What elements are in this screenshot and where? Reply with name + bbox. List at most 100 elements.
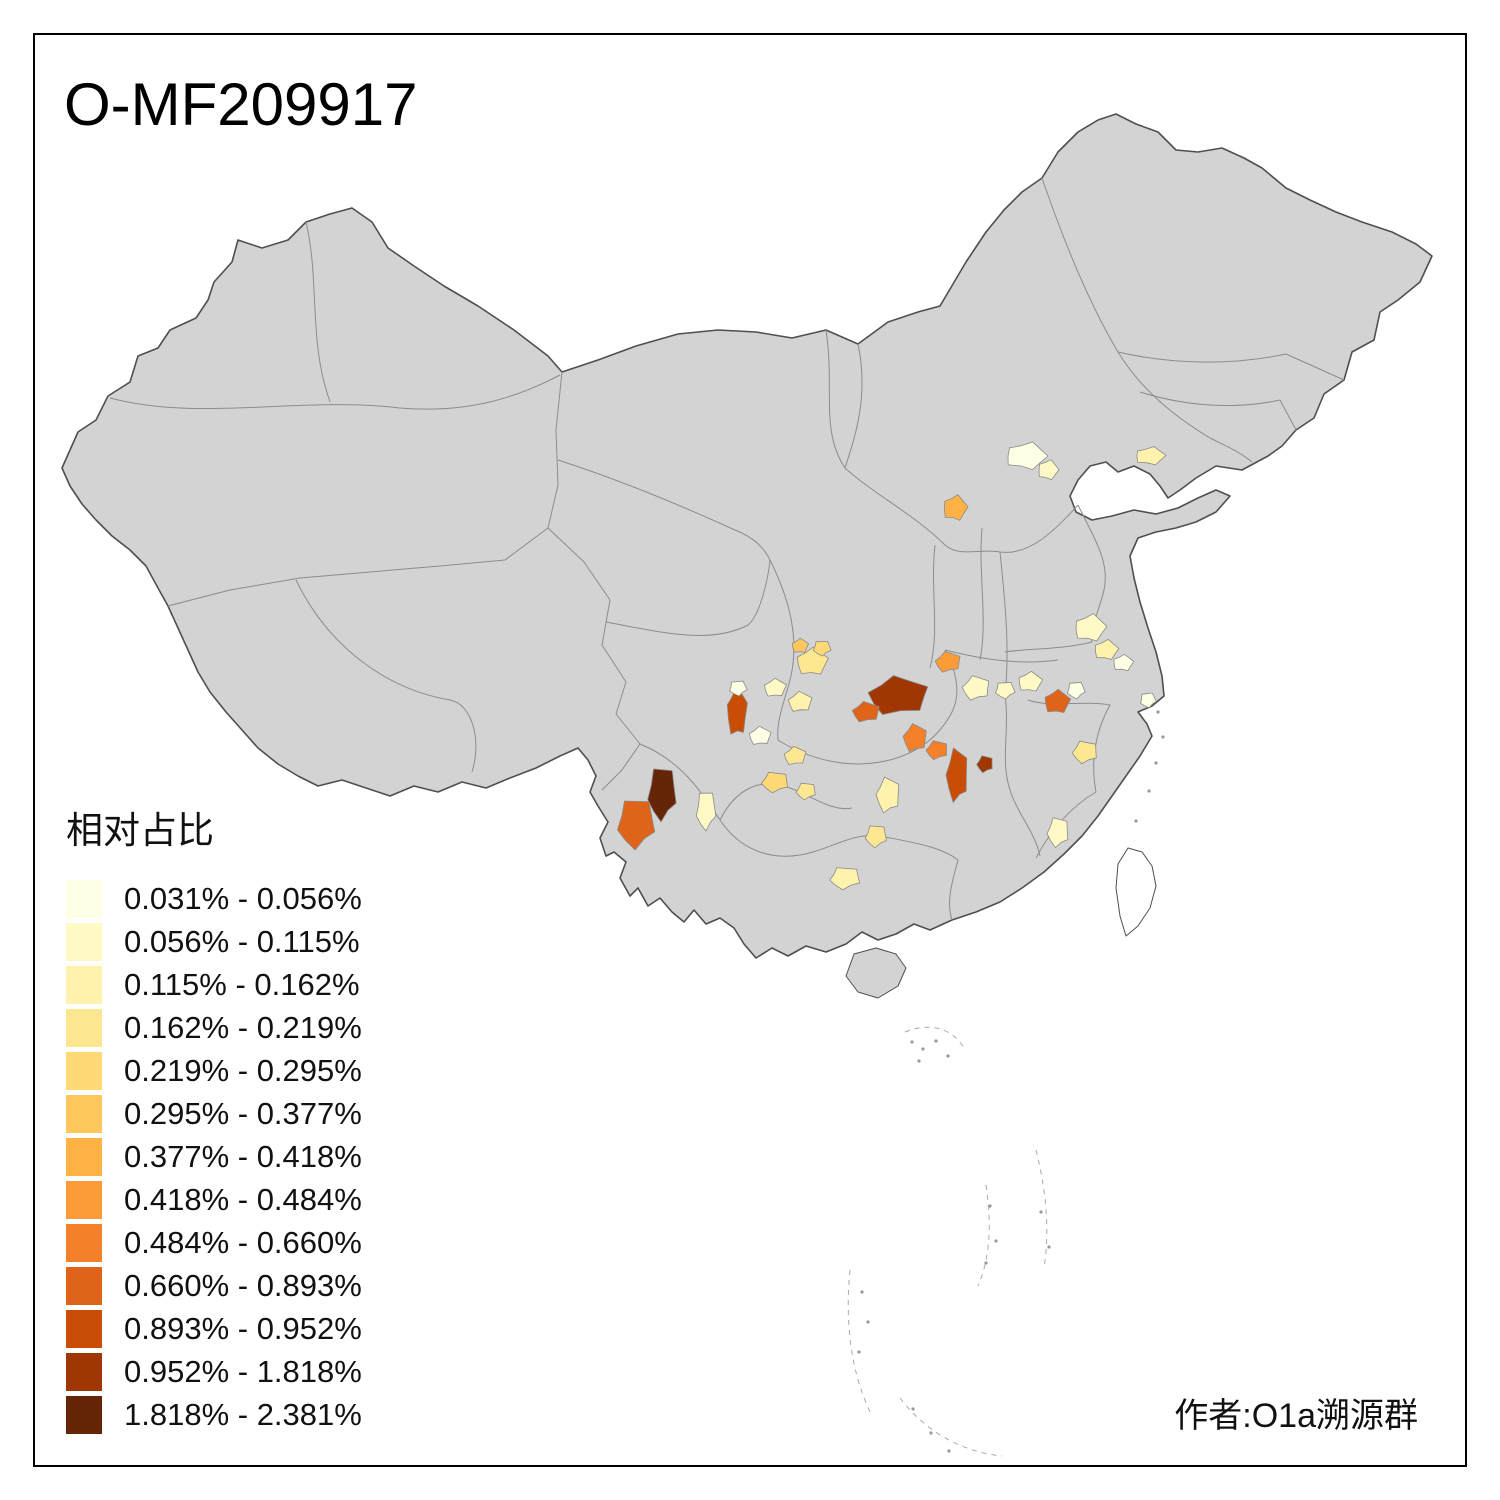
province-boundary	[825, 329, 1079, 553]
colored-region	[791, 637, 810, 653]
legend-swatch	[66, 966, 102, 1004]
province-boundary	[295, 579, 477, 773]
colored-region	[795, 782, 816, 801]
province-boundary	[167, 371, 563, 607]
legend-item: 0.484% - 0.660%	[66, 1224, 362, 1262]
legend-title: 相对占比	[66, 810, 214, 851]
small-island-dot	[984, 1261, 988, 1265]
legend-item: 0.418% - 0.484%	[66, 1181, 362, 1219]
colored-region	[812, 640, 832, 657]
legend-swatch	[66, 1181, 102, 1219]
colored-region	[647, 768, 677, 823]
province-boundary	[879, 835, 959, 921]
province-boundary	[1041, 177, 1253, 463]
colored-region	[1007, 441, 1049, 471]
legend-label: 1.818% - 2.381%	[124, 1397, 362, 1432]
province-boundary	[999, 551, 1008, 696]
small-island-dot	[921, 1047, 925, 1051]
province-boundary	[305, 221, 331, 403]
legend-label: 0.219% - 0.295%	[124, 1053, 362, 1088]
legend-item: 0.056% - 0.115%	[66, 923, 362, 961]
province-boundary	[844, 343, 863, 469]
legend-label: 0.952% - 1.818%	[124, 1354, 362, 1389]
legend-item: 0.162% - 0.219%	[66, 1009, 362, 1047]
legend-label: 0.031% - 0.056%	[124, 881, 362, 916]
province-boundary	[929, 544, 936, 669]
legend-swatch	[66, 1009, 102, 1047]
attribution: 作者:O1a溯源群	[1174, 1397, 1418, 1435]
legend-swatch	[66, 1310, 102, 1348]
colored-region	[1075, 613, 1108, 642]
small-island-dot	[947, 1449, 951, 1453]
colored-region	[934, 651, 961, 673]
legend-item: 0.295% - 0.377%	[66, 1095, 362, 1133]
legend-swatch	[66, 1353, 102, 1391]
colored-region	[995, 682, 1016, 700]
small-island-dot	[866, 1320, 870, 1324]
legend: 相对占比 0.031% - 0.056% 0.056% - 0.115% 0.115…	[66, 800, 362, 1439]
legend-swatch	[66, 923, 102, 961]
colored-region	[1095, 638, 1120, 660]
province-boundary	[944, 649, 1059, 663]
province-boundary	[1004, 641, 1093, 653]
province-boundary	[109, 374, 561, 410]
small-island-dot	[910, 1040, 914, 1044]
legend-item: 0.219% - 0.295%	[66, 1052, 362, 1090]
legend-label: 0.115% - 0.162%	[124, 967, 360, 1002]
colored-region	[760, 771, 789, 794]
colored-region	[1046, 817, 1069, 849]
colored-region	[695, 792, 717, 832]
province-boundary	[979, 527, 984, 661]
sea-boundary-dashed	[904, 1026, 965, 1049]
legend-label: 0.377% - 0.418%	[124, 1139, 362, 1174]
small-island-dot	[934, 1039, 938, 1043]
colored-region	[764, 677, 787, 697]
colored-region	[943, 494, 969, 521]
small-island-dot	[929, 1431, 933, 1435]
small-island-dot	[1039, 1210, 1043, 1214]
colored-region	[1018, 670, 1044, 692]
colored-region	[783, 745, 807, 766]
legend-label: 0.660% - 0.893%	[124, 1268, 362, 1303]
small-island-dot	[994, 1239, 998, 1243]
small-island-dot	[860, 1290, 864, 1294]
colored-region	[616, 800, 656, 851]
legend-swatch	[66, 1138, 102, 1176]
colored-region	[1136, 446, 1167, 466]
legend-item: 0.952% - 1.818%	[66, 1353, 362, 1391]
small-island-dot	[911, 1407, 915, 1411]
province-boundary	[639, 743, 881, 857]
small-island-dot	[1047, 1245, 1051, 1249]
small-island-dot	[1154, 761, 1158, 765]
legend-item: 1.818% - 2.381%	[66, 1396, 362, 1434]
sea-boundary-dashed	[977, 1184, 990, 1287]
colored-region	[961, 675, 990, 701]
colored-region	[867, 675, 929, 715]
colored-region	[945, 747, 968, 804]
taiwan-island	[1115, 847, 1157, 937]
legend-label: 0.056% - 0.115%	[124, 924, 360, 959]
legend-item: 0.660% - 0.893%	[66, 1267, 362, 1305]
legend-item: 0.377% - 0.418%	[66, 1138, 362, 1176]
province-boundary	[1035, 791, 1097, 859]
colored-region	[864, 825, 887, 849]
colored-region	[902, 723, 927, 753]
small-island-dot	[988, 1204, 992, 1208]
colored-region	[829, 867, 861, 891]
legend-item: 0.893% - 0.952%	[66, 1310, 362, 1348]
province-boundary	[605, 559, 771, 636]
colored-region	[851, 700, 880, 723]
province-boundary	[1117, 351, 1345, 381]
legend-swatch	[66, 1396, 102, 1434]
legend-items: 0.031% - 0.056% 0.056% - 0.115% 0.115% - 0…	[66, 880, 362, 1434]
small-island-dot	[1161, 735, 1165, 739]
legend-swatch	[66, 1267, 102, 1305]
province-boundary	[719, 783, 853, 821]
small-island-dot	[1156, 710, 1160, 714]
legend-label: 0.162% - 0.219%	[124, 1010, 362, 1045]
small-island-dot	[857, 1350, 861, 1354]
legend-swatch	[66, 1052, 102, 1090]
legend-label: 0.893% - 0.952%	[124, 1311, 362, 1346]
legend-swatch	[66, 1224, 102, 1262]
